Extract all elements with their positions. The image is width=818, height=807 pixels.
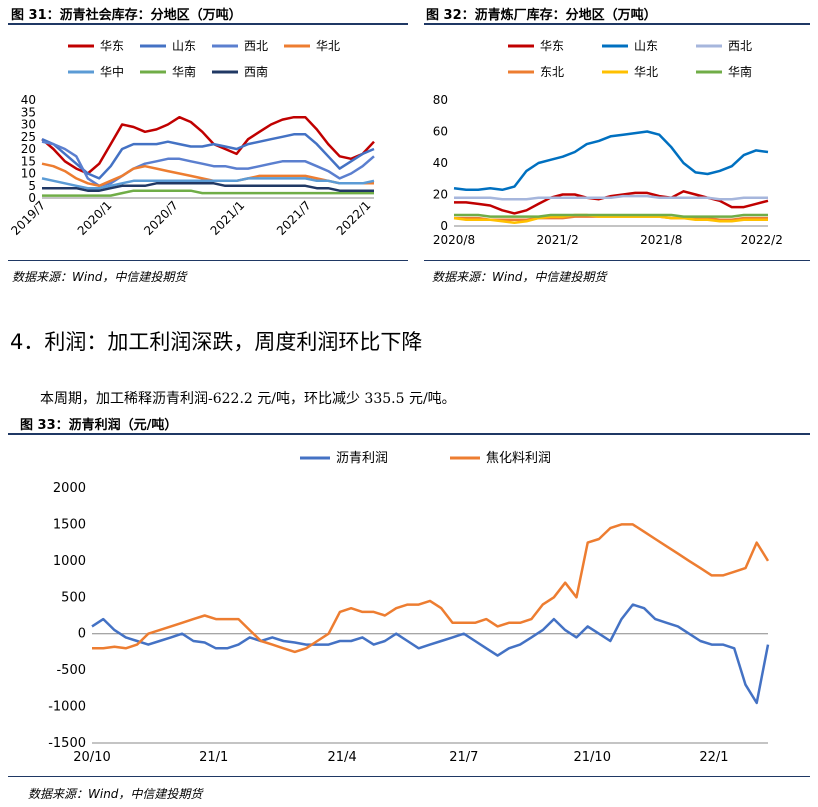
- fig31-caption: 图 31：沥青社会库存：分地区（万吨）: [11, 8, 242, 23]
- fig32-source: 数据来源：Wind，中信建投期货: [432, 270, 607, 284]
- fig31-y-tick-label: 15: [21, 154, 36, 168]
- fig32-y-tick-label: 0: [440, 219, 448, 233]
- fig31-y-tick-label: 20: [21, 142, 36, 156]
- fig31-legend-label: 西北: [244, 39, 268, 53]
- fig33-y-tick-label: 2000: [53, 481, 86, 496]
- fig32-series-line-5: [453, 213, 768, 225]
- fig33-y-tick-label: 0: [78, 627, 86, 642]
- fig33-series-line-2: [92, 523, 770, 654]
- fig33-legend-label: 沥青利润: [336, 451, 388, 466]
- fig32-y-tick-label: 80: [433, 93, 448, 107]
- fig31-y-tick-label: 40: [21, 93, 36, 107]
- fig33-x-tick-label: 21/10: [574, 750, 611, 765]
- section-body: 本周期，加工稀释沥青利润-622.2 元/吨，环比减少 335.5 元/吨。: [40, 391, 456, 407]
- fig33-y-tick-label: 1000: [53, 554, 86, 569]
- fig32-legend-label: 华北: [634, 65, 658, 79]
- fig32-legend-label: 华东: [540, 39, 564, 53]
- fig31-x-tick-label: 2020/7: [141, 198, 181, 238]
- fig32-top-rule: [424, 23, 810, 25]
- fig32-y-tick-label: 60: [433, 125, 448, 139]
- fig31-bottom-rule: [8, 260, 408, 261]
- fig31-source: 数据来源：Wind，中信建投期货: [12, 270, 187, 284]
- fig32-bottom-rule: [424, 260, 810, 261]
- fig33-source: 数据来源：Wind，中信建投期货: [28, 787, 203, 801]
- fig32-x-tick-label: 2021/2: [537, 233, 579, 247]
- fig31-legend-label: 西南: [244, 64, 268, 79]
- fig33-x-tick-label: 21/4: [328, 750, 357, 765]
- fig32-legend-label: 西北: [728, 39, 752, 53]
- fig32-series-line-6: [454, 213, 768, 218]
- fig31-x-tick-label: 2021/7: [274, 198, 314, 238]
- fig32-legend-label: 东北: [540, 65, 564, 79]
- fig31-legend-label: 华东: [100, 39, 124, 53]
- fig32-x-tick-label: 2022/2: [741, 233, 783, 247]
- fig32-x-tick-label: 2020/8: [433, 233, 475, 247]
- fig33-y-tick-label: -1500: [48, 736, 86, 751]
- fig33-chart: 沥青利润 焦化料利润 -1500 -1000 -500 0 500 1000 1500 2000 2…: [48, 451, 770, 765]
- fig33-x-tick-label: 21/1: [199, 750, 228, 765]
- fig32-legend-label: 华南: [728, 64, 752, 79]
- fig33-caption: 图 33：沥青利润（元/吨）: [20, 418, 178, 433]
- fig31-y-tick-label: 30: [21, 118, 36, 132]
- fig31-legend-label: 华中: [100, 64, 124, 79]
- fig33-x-tick-label: 22/1: [699, 750, 728, 765]
- fig33-x-tick-label: 21/7: [449, 750, 478, 765]
- fig31-top-rule: [8, 23, 408, 25]
- fig31-series-line-1: [41, 115, 375, 175]
- fig32-y-tick-label: 20: [433, 188, 448, 202]
- fig32-series-line-1: [454, 190, 769, 215]
- fig31-x-tick-label: 2022/1: [334, 198, 374, 238]
- fig33-x-tick-label: 20/10: [73, 750, 110, 765]
- fig31-y-tick-label: 5: [28, 179, 36, 193]
- fig33-series-line-1: [91, 603, 770, 705]
- fig33-top-rule: [8, 433, 810, 435]
- fig31-x-tick-label: 2020/1: [75, 198, 115, 238]
- fig31-series-line-2: [41, 133, 375, 180]
- fig32-caption: 图 32：沥青炼厂库存：分地区（万吨）: [426, 8, 657, 23]
- fig32-y-tick-label: 40: [433, 156, 448, 170]
- fig33-bottom-rule: [8, 776, 810, 777]
- fig31-series-line-7: [42, 182, 374, 192]
- fig32-series-line-3: [454, 194, 768, 201]
- fig32-x-tick-label: 2021/8: [640, 233, 682, 247]
- fig31-series-line-6: [42, 189, 374, 197]
- fig31-legend-label: 华北: [316, 39, 340, 53]
- fig33-y-tick-label: -500: [56, 663, 86, 678]
- fig31-legend-label: 华南: [172, 64, 196, 79]
- fig31-y-tick-label: 25: [21, 130, 36, 144]
- fig33-y-tick-label: 500: [61, 590, 86, 605]
- fig31-y-tick-label: 35: [21, 105, 36, 119]
- fig31-x-tick-label: 2021/1: [208, 198, 248, 238]
- section-heading: 4．利润：加工利润深跌，周度利润环比下降: [10, 330, 423, 354]
- fig32-series-line-2: [453, 130, 769, 192]
- fig31-y-tick-label: 10: [21, 167, 36, 181]
- fig31-legend-label: 山东: [172, 39, 196, 53]
- fig33-y-tick-label: -1000: [48, 700, 86, 715]
- fig33-y-tick-label: 1500: [53, 517, 86, 532]
- fig33-legend-label: 焦化料利润: [486, 451, 551, 466]
- fig31-y-tick-label: 0: [28, 191, 36, 205]
- fig31-series-line-5: [41, 177, 375, 190]
- fig32-legend-label: 山东: [634, 39, 658, 53]
